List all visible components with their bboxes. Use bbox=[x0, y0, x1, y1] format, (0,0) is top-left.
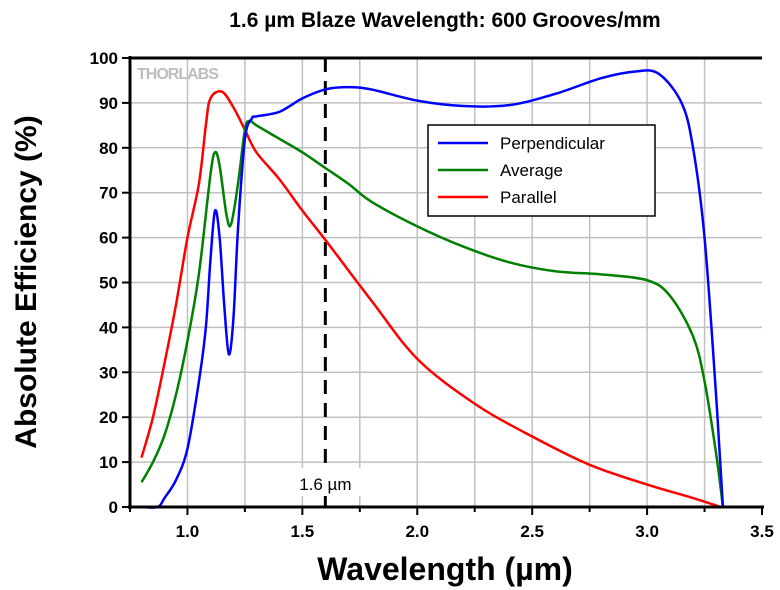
y-tick-label: 30 bbox=[99, 363, 118, 382]
series-line-perpendicular bbox=[141, 69, 725, 509]
y-tick-label: 50 bbox=[99, 274, 118, 293]
x-tick-label: 3.5 bbox=[750, 522, 774, 541]
axes: 0 10 20 30 40 50 60 70 80 90 100 1.0 1.5 2.0 2.5 3.0 3.5 bbox=[90, 49, 774, 541]
x-tick-label: 1.0 bbox=[176, 522, 200, 541]
series-line-average bbox=[140, 119, 725, 508]
y-tick-label: 0 bbox=[109, 498, 118, 517]
y-tick-label: 90 bbox=[99, 94, 118, 113]
x-tick-label: 1.5 bbox=[291, 522, 315, 541]
legend: Perpendicular Average Parallel bbox=[427, 124, 656, 217]
y-tick-label: 80 bbox=[99, 139, 118, 158]
x-tick-label: 2.0 bbox=[405, 522, 429, 541]
y-tick-label: 70 bbox=[99, 184, 118, 203]
legend-label-perpendicular: Perpendicular bbox=[500, 134, 605, 153]
y-tick-label: 100 bbox=[90, 49, 118, 68]
chart-title: 1.6 µm Blaze Wavelength: 600 Grooves/mm bbox=[229, 9, 660, 32]
y-tick-label: 20 bbox=[99, 408, 118, 427]
y-tick-label: 40 bbox=[99, 318, 118, 337]
x-axis-label: Wavelength (µm) bbox=[317, 551, 572, 587]
y-tick-label: 10 bbox=[99, 453, 118, 472]
annotation-bg bbox=[284, 468, 364, 496]
series-lines bbox=[140, 69, 725, 509]
watermark-logo: THORLABS bbox=[137, 66, 219, 83]
x-tick-label: 3.0 bbox=[635, 522, 659, 541]
y-axis-label: Absolute Efficiency (%) bbox=[10, 115, 43, 448]
legend-label-average: Average bbox=[500, 161, 563, 180]
legend-label-parallel: Parallel bbox=[500, 188, 557, 207]
y-tick-label: 60 bbox=[99, 229, 118, 248]
blaze-annotation-label: 1.6 µm bbox=[299, 475, 351, 494]
series-line-parallel bbox=[140, 90, 722, 509]
x-tick-label: 2.5 bbox=[520, 522, 544, 541]
